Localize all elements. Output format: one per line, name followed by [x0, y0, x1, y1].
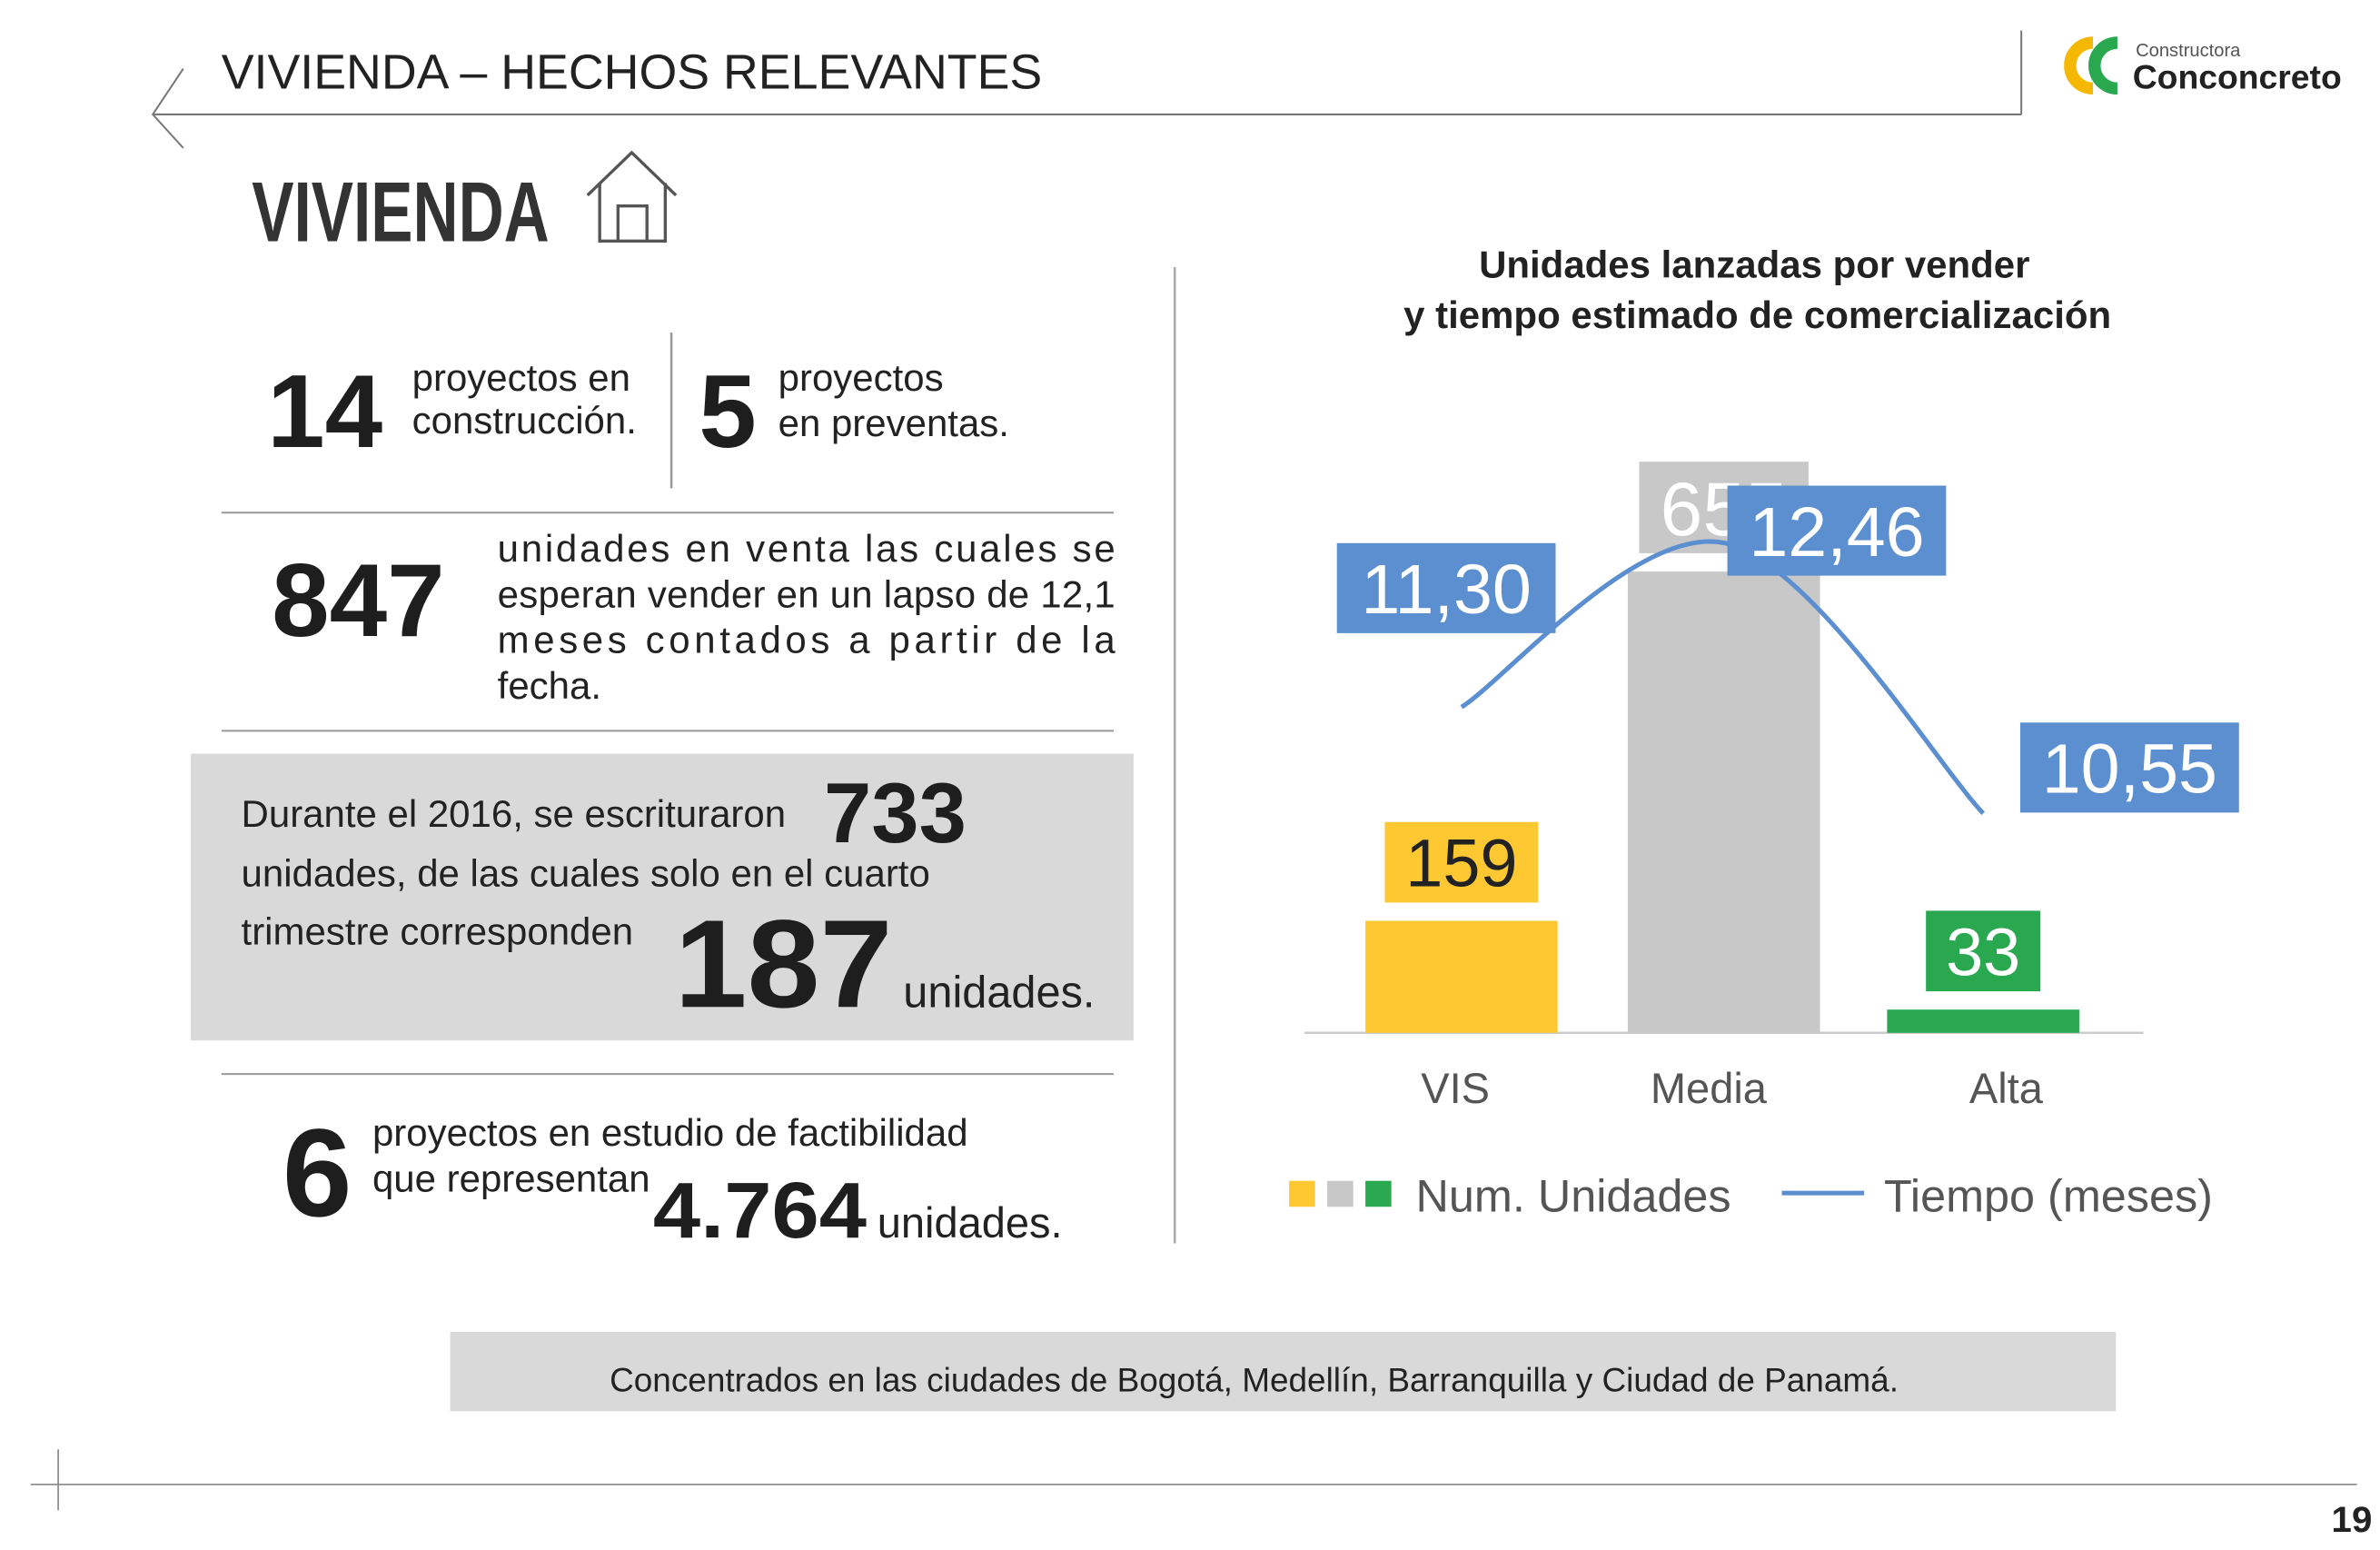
value-label-box [1727, 485, 1947, 576]
fact-text: proyectos [778, 356, 944, 399]
chart-title: Unidades lanzadas por vender [1479, 243, 2029, 286]
box-number: 733 [824, 765, 967, 860]
box-text: Durante el 2016, se escrituraron [242, 792, 787, 835]
legend-swatch [1365, 1180, 1392, 1207]
fact-text: meses contados a partir de la [498, 619, 1116, 661]
value-label: 11,30 [1361, 551, 1532, 629]
logo-top: Constructora [2136, 41, 2241, 61]
page-number: 19 [2332, 1499, 2373, 1540]
fact-text: construcción. [412, 399, 637, 442]
x-tick-label: Media [1651, 1064, 1768, 1112]
fact-text: fecha. [498, 664, 601, 707]
fact-text: en preventas. [778, 402, 1009, 444]
logo-name: Conconcreto [2133, 58, 2342, 95]
fact-text: que representan [372, 1157, 650, 1199]
footer-note: Concentrados en las ciudades de Bogotá, … [610, 1361, 1899, 1398]
logo: Constructora Conconcreto [2064, 36, 2342, 95]
value-label: 159 [1405, 826, 1517, 901]
legend-swatch [1327, 1180, 1354, 1207]
fact-number: 6 [283, 1103, 352, 1243]
logo-c1 [2064, 36, 2094, 95]
house-icon [586, 150, 678, 243]
bar [1627, 571, 1820, 1033]
header-arrow [151, 68, 184, 149]
fact-text: unidades. [878, 1198, 1063, 1247]
header-title: VIVIENDA – HECHOS RELEVANTES [222, 45, 1043, 99]
box-text: trimestre corresponden [242, 909, 634, 952]
value-label-box [1384, 821, 1539, 903]
bar [1365, 920, 1558, 1033]
section-title: VIVIENDA [252, 164, 549, 259]
legend-swatch [1289, 1180, 1315, 1207]
line [1460, 539, 1985, 815]
fact-number: 14 [267, 354, 382, 470]
value-label-box [1336, 542, 1556, 633]
value-label: 33 [1946, 914, 2020, 989]
fact-text: proyectos en estudio de factibilidad [372, 1111, 968, 1154]
footer-box [450, 1331, 2117, 1412]
logo-c2 [2088, 36, 2118, 95]
house-door [616, 204, 649, 242]
fact-text: esperan vender en un lapso de 12,1 [498, 572, 1116, 615]
value-label-box [2019, 722, 2239, 813]
x-tick-label: Alta [1969, 1064, 2044, 1112]
chart-title: y tiempo estimado de comercialización [1403, 293, 2111, 336]
x-tick-label: VIS [1421, 1064, 1490, 1112]
value-label-box [1926, 910, 2041, 992]
house-roof [586, 150, 678, 197]
fact-text: unidades en venta las cuales se [498, 527, 1116, 570]
box-text: unidades. [903, 968, 1095, 1017]
fact-number: 5 [699, 354, 757, 470]
fact-number: 4.764 [653, 1166, 868, 1255]
fact-text: proyectos en [412, 356, 630, 399]
legend-label: Tiempo (meses) [1884, 1169, 2213, 1221]
bar [1887, 1009, 2079, 1033]
highlight-box [191, 753, 1134, 1041]
fact-number: 847 [272, 543, 445, 659]
value-label: 12,46 [1749, 493, 1924, 571]
value-label: 10,55 [2042, 730, 2217, 809]
house-walls [598, 183, 668, 243]
legend-label: Num. Unidades [1416, 1169, 1731, 1221]
box-text: unidades, de las cuales solo en el cuart… [242, 852, 930, 895]
box-number: 187 [674, 894, 892, 1034]
